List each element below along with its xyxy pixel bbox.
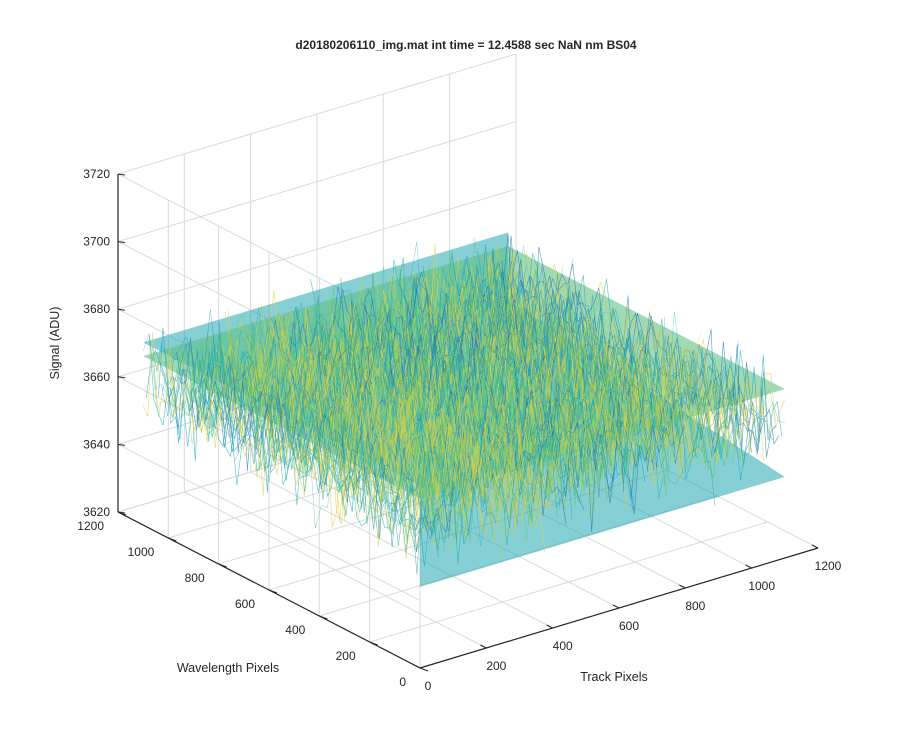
z-tick-mark [117, 173, 126, 176]
surface-strand [480, 263, 758, 466]
surface-strand [392, 380, 758, 548]
x-tick-mark [612, 604, 620, 609]
surface-strand [336, 329, 703, 508]
z-tick-mark [117, 308, 126, 311]
surface-strand [299, 316, 666, 487]
surface-strand [235, 290, 601, 465]
floor-grid-line [369, 521, 768, 643]
x-tick-label: 800 [685, 599, 705, 613]
surface-strand [419, 401, 785, 547]
surface-strand [145, 348, 424, 528]
surface-strand [304, 307, 582, 511]
surface-strand [142, 332, 421, 559]
x-tick-mark [811, 544, 819, 549]
x-tick-label: 200 [486, 659, 506, 673]
z-axis-label: Signal (ADU) [48, 307, 62, 380]
y-tick-mark [319, 615, 328, 620]
surface-strand [170, 246, 536, 419]
surface-strand [191, 358, 469, 540]
surface-strand [355, 362, 721, 500]
axes [117, 173, 819, 672]
x-tick-mark [413, 664, 421, 669]
x-tick-mark [480, 644, 487, 649]
x-tick-label: 600 [619, 619, 639, 633]
surface-strand [373, 340, 739, 521]
y-tick-label: 1000 [128, 545, 155, 559]
x-tick-label: 400 [553, 639, 573, 653]
y-tick-label: 0 [399, 675, 406, 689]
y-tick-mark [168, 537, 177, 542]
surface-strand [495, 270, 773, 445]
surface-strand [262, 312, 629, 482]
z-tick-label: 3720 [83, 167, 110, 181]
x-tick-label: 1200 [815, 559, 842, 573]
y-tick-label: 800 [185, 571, 205, 585]
surface-strand [253, 299, 619, 467]
y-tick-label: 600 [235, 597, 255, 611]
y-tick-mark [268, 589, 278, 594]
z-tick-mark [117, 443, 126, 446]
wall-grid-line [117, 443, 421, 601]
surface-strand [309, 354, 675, 529]
y-tick-label: 1200 [77, 519, 104, 533]
z-tick-mark [117, 376, 126, 379]
surface-strand [410, 388, 776, 542]
surface-strand [364, 343, 730, 521]
surface-strand [152, 238, 518, 419]
surface-strand [216, 273, 583, 458]
z-tick-label: 3640 [83, 437, 110, 451]
surface-strand [318, 322, 684, 489]
x-tick-mark [546, 624, 553, 629]
chart-title: d20180206110_img.mat int time = 12.4588 … [295, 38, 637, 52]
surface-mesh [142, 232, 786, 587]
surface-strand [148, 334, 427, 575]
y-tick-mark [419, 667, 429, 672]
x-tick-mark [745, 564, 752, 569]
z-tick-label: 3660 [83, 370, 110, 384]
y-axis-label: Wavelength Pixels [177, 661, 279, 675]
surface-strand [237, 336, 515, 529]
surface-strand [416, 243, 694, 480]
surface-strand [290, 310, 656, 480]
y-tick-mark [369, 641, 378, 646]
wall-grid-line [117, 53, 517, 175]
x-tick-mark [679, 584, 686, 589]
z-tick-label: 3700 [83, 235, 110, 249]
y-tick-label: 400 [285, 623, 305, 637]
y-tick-label: 200 [336, 649, 356, 663]
surface-strand [382, 368, 749, 517]
surface-strand [226, 290, 592, 456]
x-tick-label: 1000 [748, 579, 775, 593]
wall-grid-line [117, 121, 517, 243]
surface-strand [386, 268, 664, 500]
wall-grid-line [117, 188, 517, 310]
z-tick-mark [117, 241, 126, 244]
tick-labels: 0 200 400 600 800 1000 1200 0 200 400 600 800 1000 12… [77, 167, 841, 693]
y-tick-mark [218, 563, 227, 568]
z-tick-mark [117, 511, 126, 514]
surface-strand [188, 348, 466, 543]
x-axis-label: Track Pixels [580, 670, 648, 684]
surface-strand [327, 312, 693, 494]
x-tick-label: 0 [425, 679, 432, 693]
surface-strand [294, 296, 573, 520]
surface-strand [189, 260, 555, 428]
z-tick-label: 3620 [83, 505, 110, 519]
z-tick-label: 3680 [83, 302, 110, 316]
